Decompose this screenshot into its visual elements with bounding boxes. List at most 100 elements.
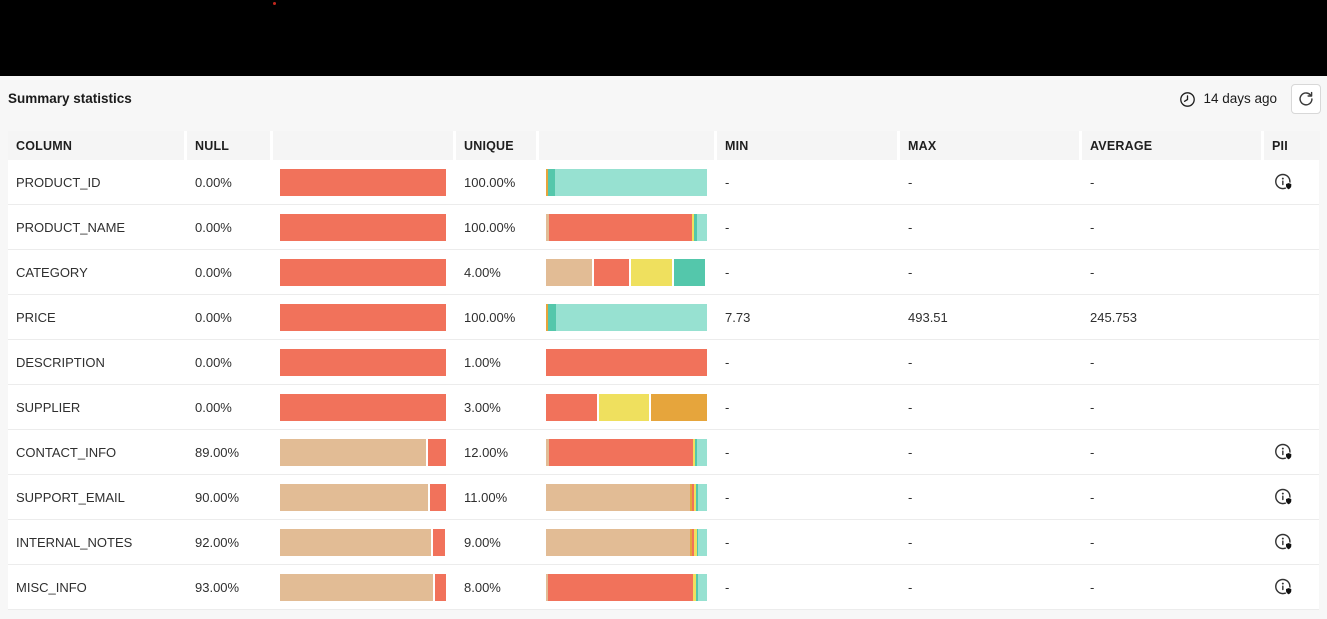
null-bar	[280, 348, 446, 376]
unique-bar-segment-amber	[546, 303, 549, 331]
unique-bar-segment-salmon	[548, 438, 693, 466]
unique-bar-segment-teal	[695, 573, 699, 601]
unique-pct-cell: 1.00%	[464, 354, 501, 370]
average-cell: -	[1090, 264, 1095, 280]
min-cell: -	[725, 444, 730, 460]
column-name-cell: CATEGORY	[16, 264, 88, 280]
null-bar	[280, 528, 446, 556]
min-cell: 7.73	[725, 309, 751, 325]
table-body: PRODUCT_ID 0.00% 100.00% - - - PRODUCT_NAME 0.0…	[8, 160, 1319, 610]
page-title: Summary statistics	[8, 91, 132, 106]
unique-bar-segment-amber	[650, 393, 707, 421]
unique-bar-segment-amber	[690, 483, 692, 511]
top-black-bar	[0, 0, 1327, 76]
unique-bar-segment-tealLight	[697, 438, 707, 466]
column-header-bar-2	[273, 131, 453, 160]
unique-bar-cell	[539, 168, 714, 196]
column-name-cell: PRICE	[16, 309, 56, 325]
unique-pct-cell: 11.00%	[464, 489, 508, 505]
pii-cell	[1264, 577, 1320, 598]
column-header-min: MIN	[717, 131, 897, 160]
pii-info-shield-icon[interactable]	[1273, 442, 1294, 463]
null-pct-cell: 0.00%	[195, 354, 232, 370]
unique-bar-segment-tealLight	[696, 213, 707, 241]
column-name-cell: SUPPORT_EMAIL	[16, 489, 125, 505]
null-bar-cell	[273, 483, 453, 511]
summary-statistics-table: COLUMN NULL UNIQUE MIN MAX AVERAGE PII PRODUCT…	[8, 131, 1320, 610]
average-cell: -	[1090, 444, 1095, 460]
pii-info-shield-icon[interactable]	[1273, 532, 1294, 553]
max-cell: -	[908, 489, 913, 505]
unique-bar-cell	[539, 573, 714, 601]
table-row: PRODUCT_NAME 0.00% 100.00% - - -	[8, 205, 1319, 250]
null-pct-cell: 0.00%	[195, 219, 232, 235]
unique-bar-segment-teal	[548, 303, 556, 331]
average-cell: -	[1090, 534, 1095, 550]
null-pct-cell: 90.00%	[195, 489, 240, 505]
null-bar-segment-salmon	[280, 303, 446, 331]
column-name-cell: INTERNAL_NOTES	[16, 534, 133, 550]
summary-header: Summary statistics 14 days ago	[0, 76, 1327, 121]
max-cell: -	[908, 444, 913, 460]
unique-bar-segment-salmon	[546, 348, 707, 376]
pii-info-shield-icon[interactable]	[1273, 487, 1294, 508]
table-row: DESCRIPTION 0.00% 1.00% - - -	[8, 340, 1319, 385]
unique-bar-segment-teal	[695, 483, 699, 511]
table-row: INTERNAL_NOTES 92.00% 9.00% - - -	[8, 520, 1319, 565]
null-bar-cell	[273, 438, 453, 466]
null-bar-segment-salmon	[428, 438, 446, 466]
column-header-unique: UNIQUE	[456, 131, 536, 160]
column-name-cell: CONTACT_INFO	[16, 444, 117, 460]
min-cell: -	[725, 264, 730, 280]
unique-bar-segment-tan	[546, 528, 691, 556]
min-cell: -	[725, 489, 730, 505]
unique-bar-segment-yellow	[693, 573, 696, 601]
pii-info-shield-icon[interactable]	[1273, 577, 1294, 598]
null-bar-cell	[273, 573, 453, 601]
unique-bar	[546, 213, 707, 241]
unique-bar-cell	[539, 528, 714, 556]
max-cell: -	[908, 399, 913, 415]
pii-info-shield-icon[interactable]	[1273, 172, 1294, 193]
max-cell: 493.51	[908, 309, 948, 325]
unique-bar-segment-tan	[546, 213, 550, 241]
null-pct-cell: 0.00%	[195, 264, 232, 280]
null-pct-cell: 0.00%	[195, 309, 232, 325]
null-bar	[280, 168, 446, 196]
max-cell: -	[908, 264, 913, 280]
column-header-average: AVERAGE	[1082, 131, 1261, 160]
min-cell: -	[725, 219, 730, 235]
min-cell: -	[725, 579, 730, 595]
average-cell: -	[1090, 354, 1095, 370]
unique-pct-cell: 100.00%	[464, 174, 516, 190]
unique-bar-segment-tan	[546, 483, 691, 511]
null-bar	[280, 258, 446, 286]
unique-bar-segment-teal	[673, 258, 705, 286]
null-bar-cell	[273, 528, 453, 556]
column-header-bar-4	[539, 131, 714, 160]
unique-bar-segment-tealLight	[698, 483, 707, 511]
null-bar-segment-salmon	[280, 213, 446, 241]
null-bar-segment-salmon	[280, 393, 446, 421]
table-row: CATEGORY 0.00% 4.00% - - -	[8, 250, 1319, 295]
unique-bar-segment-yellow	[691, 213, 694, 241]
pii-cell	[1264, 487, 1320, 508]
table-row: PRODUCT_ID 0.00% 100.00% - - -	[8, 160, 1319, 205]
unique-bar	[546, 573, 707, 601]
average-cell: 245.753	[1090, 309, 1137, 325]
unique-bar-segment-yellow	[692, 438, 696, 466]
unique-bar-segment-yellow	[693, 483, 696, 511]
refresh-button[interactable]	[1291, 83, 1321, 114]
pii-cell	[1264, 532, 1320, 553]
unique-bar-segment-tealLight	[698, 528, 707, 556]
red-dot	[273, 2, 276, 5]
unique-bar-segment-tan	[546, 258, 592, 286]
unique-pct-cell: 9.00%	[464, 534, 501, 550]
unique-bar-segment-salmon	[546, 393, 597, 421]
unique-bar-segment-tan	[546, 573, 549, 601]
column-name-cell: PRODUCT_NAME	[16, 219, 126, 235]
null-bar-segment-salmon	[280, 348, 446, 376]
table-row: CONTACT_INFO 89.00% 12.00% - - -	[8, 430, 1319, 475]
unique-bar-cell	[539, 393, 714, 421]
null-bar-cell	[273, 213, 453, 241]
